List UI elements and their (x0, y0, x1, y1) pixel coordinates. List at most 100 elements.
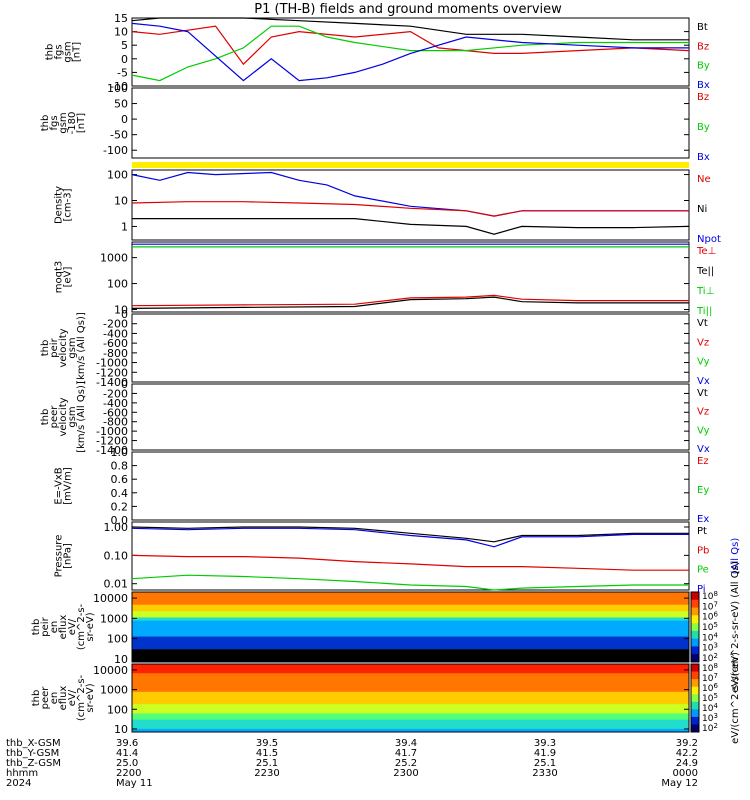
y-axis-label: velocity (58, 328, 69, 367)
x-tick-label: 0000 (673, 768, 698, 779)
x-tick-label: 2300 (393, 768, 418, 779)
legend-entry: Vt (697, 318, 708, 329)
x-row-label: thb_X-GSM (6, 738, 61, 749)
spectrogram-band (132, 604, 689, 609)
y-tick-label: 1 (121, 220, 128, 233)
y-axis-label: [nT] (72, 42, 83, 62)
spectrogram-band (132, 679, 689, 684)
x-tick-label: 25.1 (256, 758, 278, 769)
x-tick-label: 41.9 (534, 748, 556, 759)
y-axis-label: fgs (49, 115, 60, 130)
colorbar-tick-label: 106 (702, 682, 718, 694)
y-axis-label: [nT] (76, 113, 87, 133)
legend-entry: Ti|| (696, 306, 712, 317)
colorbar-tick-label: 105 (702, 621, 718, 633)
x-row-label: hhmm (6, 768, 38, 779)
y-axis-label: moqt3 (54, 261, 65, 294)
panels: 151050-5-10thbfgsgsm[nT]BtBzByBx100500-5… (31, 12, 741, 744)
spectrogram-band (132, 676, 689, 680)
y-tick-label: -600 (103, 406, 128, 419)
spectrogram-band (132, 658, 689, 663)
y-tick-label: 0.2 (111, 500, 129, 513)
y-tick-label: 0 (121, 308, 128, 321)
y-axis-label: [cm-3] (63, 188, 74, 221)
y-axis-label: [mV/m] (63, 467, 74, 505)
series-line-Npot (131, 171, 689, 217)
colorbar-segment (691, 607, 699, 616)
y-tick-label: 100 (107, 82, 128, 95)
y-tick-label: -200 (103, 318, 128, 331)
y-axis-label: (cm^2-s- (76, 603, 87, 650)
legend-entry: Vy (697, 425, 710, 436)
y-axis-label: E=-VxB (54, 467, 65, 504)
x-tick-label: 24.9 (676, 758, 698, 769)
colorbar-tick-label: 102 (702, 722, 718, 734)
y-tick-label: 1.0 (111, 446, 129, 459)
y-tick-label: 0.4 (111, 487, 129, 500)
legend-entry: Ti⊥ (696, 286, 714, 297)
colorbar-segment (691, 679, 699, 688)
spectrogram-band (132, 617, 689, 622)
y-tick-label: 10 (114, 723, 128, 736)
plot-title: P1 (TH-B) fields and ground moments over… (254, 2, 562, 17)
legend-entry: Vz (697, 337, 709, 348)
spectrogram-band (132, 694, 689, 699)
spectrogram-band (132, 633, 689, 638)
legend-entry: Vx (697, 444, 710, 455)
colorbar-segment (691, 709, 699, 718)
spectrogram-band (132, 620, 689, 625)
spectrogram-band (132, 725, 689, 730)
colorbar-tick-label: 108 (702, 590, 718, 602)
series-line-Ni (132, 218, 690, 235)
spectrogram-band (132, 614, 689, 618)
colorbar-tick-label: 104 (702, 631, 718, 643)
x-row-label: thb_Z-GSM (6, 758, 61, 769)
panel-frame (131, 313, 690, 383)
legend-entry: Bz (697, 41, 709, 52)
x-year-label: 2024 (6, 778, 31, 789)
y-tick-label: -1200 (96, 435, 128, 448)
legend-entry: Bx (697, 80, 710, 91)
panel-frame (131, 169, 690, 241)
x-row-label: thb_Y-GSM (6, 748, 59, 759)
colorbar-frame (690, 591, 700, 663)
y-tick-label: -1400 (96, 444, 128, 457)
spectrogram-band (132, 707, 689, 711)
colorbar-segment (691, 694, 699, 703)
series-line-By (131, 25, 689, 82)
y-axis-label: thb (40, 409, 51, 426)
y-axis-label: peir (40, 616, 51, 636)
legend-entry: Te⊥ (696, 246, 716, 257)
colorbar-tick-label: 107 (702, 600, 718, 612)
spectrogram-band (132, 627, 689, 631)
spectrogram-band (132, 704, 689, 708)
spectrogram-band (132, 673, 689, 677)
x-tick-label: 2330 (532, 768, 557, 779)
legend-entry: Bz (697, 92, 709, 103)
panel-3: 100 10 1 Density[cm-3] Ne Ni Npot (54, 169, 721, 245)
y-axis-label: sr-eV) (85, 612, 96, 641)
y-axis-label: velocity (58, 397, 69, 436)
y-axis-label: eflux (58, 615, 69, 640)
y-tick-label: 5 (121, 39, 128, 52)
spectrogram-band (132, 713, 689, 718)
x-tick-label: 39.4 (395, 738, 417, 749)
y-tick-label: 10 (114, 653, 128, 666)
legend-entry: Ne (697, 174, 711, 185)
x-tick-label: 2200 (116, 768, 141, 779)
colorbar-frame (690, 663, 700, 733)
legend-entry: Npot (697, 234, 721, 245)
y-axis-label: thb (45, 44, 56, 61)
colorbar-tick-label: 105 (702, 692, 718, 704)
y-tick-label: 100 (107, 703, 128, 716)
y-tick-label: 10 (114, 26, 128, 39)
y-tick-label: 0.8 (111, 460, 129, 473)
y-axis-label: Pressure (54, 535, 65, 578)
spectrogram-band (132, 646, 689, 650)
y-tick-label: -100 (103, 144, 128, 157)
spectrogram-band (132, 649, 689, 653)
legend-entry: Pb (697, 545, 709, 556)
y-tick-label: 0 (121, 113, 128, 126)
panel-frame (131, 521, 690, 591)
